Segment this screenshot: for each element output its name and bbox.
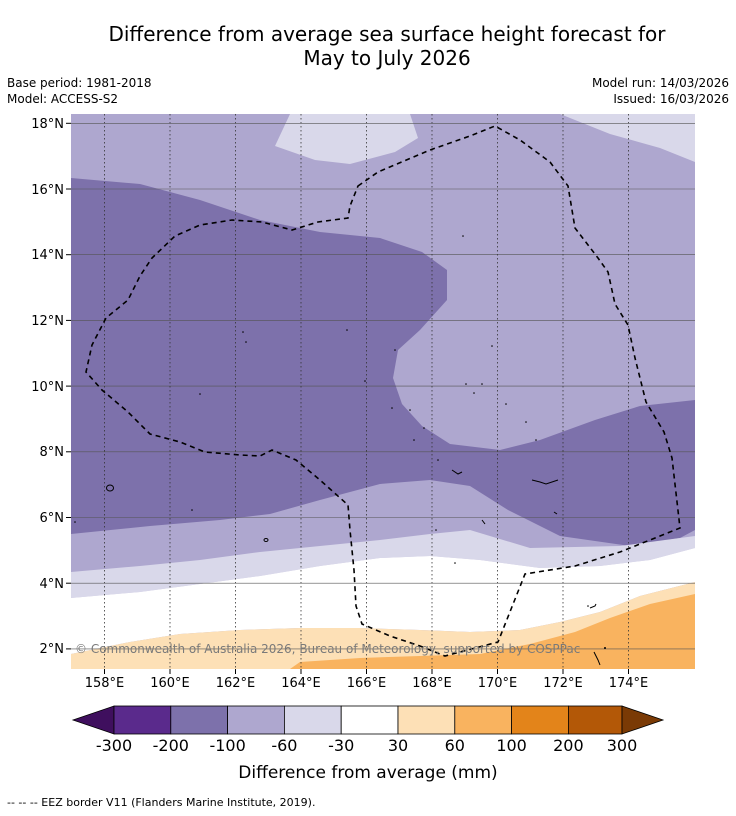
lon-label: 172°E	[543, 676, 583, 691]
lat-label: 8°N	[40, 445, 65, 460]
colorbar-tick-label: -200	[153, 736, 189, 755]
region-plus-60-to-100	[290, 594, 695, 669]
colorbar-segment	[170, 705, 229, 735]
lon-labels: 158°E 160°E 162°E 164°E 166°E 168°E 170°…	[85, 676, 649, 691]
colorbar-tick-label: 100	[496, 736, 527, 755]
meta-left: Base period: 1981-2018 Model: ACCESS-S2	[7, 75, 152, 107]
lon-label: 160°E	[150, 676, 190, 691]
colorbar-ticks: -300 -200 -100 -60 -30 30 60 100 200 300	[96, 736, 637, 755]
lon-label: 170°E	[478, 676, 518, 691]
region-minus-60-to-30-bottom	[71, 530, 695, 598]
colorbar-segment	[397, 705, 456, 735]
model-run: Model run: 14/03/2026	[591, 76, 729, 90]
base-period: Base period: 1981-2018	[7, 76, 152, 90]
colorbar-segment	[227, 705, 285, 735]
lat-ticks	[66, 122, 71, 650]
model-name: Model: ACCESS-S2	[7, 92, 119, 106]
lat-label: 12°N	[31, 314, 64, 329]
region-neutral	[71, 548, 695, 654]
eez-border-marshall-islands	[85, 125, 681, 657]
lat-label: 4°N	[40, 577, 65, 592]
lat-label: 14°N	[31, 248, 64, 263]
issued-date: Issued: 16/03/2026	[613, 92, 729, 106]
colorbar-segment	[113, 705, 172, 735]
colorbar-tick-label: 300	[607, 736, 638, 755]
map-title-line2: May to July 2026	[303, 46, 471, 70]
lon-label: 162°E	[216, 676, 256, 691]
lat-label: 16°N	[31, 183, 64, 198]
colorbar-segment	[283, 705, 342, 735]
colorbar-max-extension	[621, 705, 665, 735]
lat-gridlines	[71, 123, 695, 650]
lon-label: 174°E	[609, 676, 649, 691]
colorbar-segment	[511, 705, 569, 735]
region-minus-60-to-30-top	[275, 114, 418, 164]
copyright-text: © Commonwealth of Australia 2026, Bureau…	[75, 642, 580, 656]
lon-label: 166°E	[347, 676, 387, 691]
lat-label: 10°N	[31, 380, 64, 395]
colorbar: -300 -200 -100 -60 -30 30 60 100 200 300…	[71, 705, 665, 783]
island-outlines	[106, 469, 601, 666]
lon-label: 168°E	[412, 676, 452, 691]
lat-label: 2°N	[40, 642, 65, 657]
colorbar-tick-label: -100	[209, 736, 245, 755]
colorbar-segment	[454, 705, 512, 735]
colorbar-segment	[340, 705, 399, 735]
colorbar-tick-label: -30	[328, 736, 354, 755]
region-minus-60-to-30-topright	[560, 114, 695, 162]
colorbar-title: Difference from average (mm)	[238, 763, 497, 783]
map-title-line1: Difference from average sea surface heig…	[108, 22, 666, 46]
anomaly-field: © Commonwealth of Australia 2026, Bureau…	[71, 114, 695, 669]
lon-label: 164°E	[281, 676, 321, 691]
colorbar-tick-label: -300	[96, 736, 132, 755]
island-dots	[74, 235, 606, 649]
lat-label: 18°N	[31, 117, 64, 132]
colorbar-tick-label: -60	[271, 736, 297, 755]
colorbar-tick-label: 60	[445, 736, 465, 755]
map-title: Difference from average sea surface heig…	[0, 22, 736, 70]
colorbar-tick-label: 30	[388, 736, 408, 755]
lon-label: 158°E	[85, 676, 125, 691]
colorbar-tick-label: 200	[553, 736, 584, 755]
eez-footnote: -- -- -- EEZ border V11 (Flanders Marine…	[7, 796, 316, 809]
colorbar-min-extension	[71, 705, 115, 735]
meta-right: Model run: 14/03/2026 Issued: 16/03/2026	[592, 75, 729, 107]
lat-label: 6°N	[40, 511, 65, 526]
lat-labels: 18°N 16°N 14°N 12°N 10°N 8°N 6°N 4°N 2°N	[31, 117, 64, 657]
lon-ticks	[104, 669, 629, 674]
colorbar-segment	[568, 705, 623, 735]
